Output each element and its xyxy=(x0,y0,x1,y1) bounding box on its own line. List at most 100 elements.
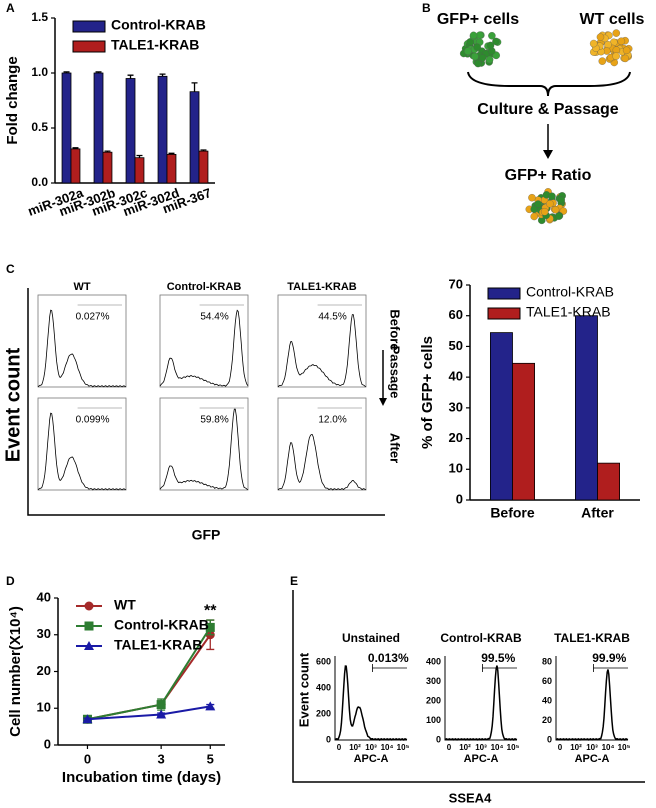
panel-label: C xyxy=(6,262,15,276)
point xyxy=(205,622,215,632)
legend-label: Control-KRAB xyxy=(111,17,206,33)
cell xyxy=(534,200,542,208)
side-label: Passage xyxy=(388,346,403,399)
x-tick-label: 10² xyxy=(349,743,361,752)
cell xyxy=(604,40,612,49)
cell xyxy=(540,208,549,216)
y-tick-label: 0.0 xyxy=(31,175,48,189)
gate-percent: 99.5% xyxy=(481,651,515,665)
legend-marker xyxy=(84,601,94,611)
cell xyxy=(478,54,487,62)
y-tick-label: 20 xyxy=(37,663,51,678)
legend-marker xyxy=(84,641,94,650)
gate xyxy=(482,664,517,672)
x-tick-label: 10³ xyxy=(586,743,598,752)
bar xyxy=(575,315,598,501)
legend-swatch xyxy=(72,40,106,53)
point xyxy=(82,714,93,724)
legend-label: Control-KRAB xyxy=(114,617,209,633)
flow-frame xyxy=(277,294,367,388)
y-tick-label: 80 xyxy=(542,656,552,666)
x-tick-label: 10³ xyxy=(365,743,377,752)
y-tick-label: 200 xyxy=(316,708,331,718)
axis-frame xyxy=(292,590,645,783)
diagram-label: Culture & Passage xyxy=(477,101,618,118)
cell xyxy=(488,32,496,40)
point xyxy=(156,709,167,719)
y-tick-label: 100 xyxy=(426,715,441,725)
flow-frame xyxy=(159,397,249,491)
flow-title: Control-KRAB xyxy=(167,281,242,293)
point xyxy=(156,700,166,710)
bar xyxy=(102,151,113,184)
flow-frame xyxy=(37,397,127,491)
y-tick-label: 0 xyxy=(456,491,463,506)
flow-x-label: APC-A xyxy=(354,753,389,765)
bar xyxy=(134,157,145,184)
y-tick-label: 0 xyxy=(436,734,441,744)
gate-percent: 0.027% xyxy=(76,312,110,323)
histogram-curve xyxy=(334,665,408,742)
error-bar xyxy=(191,82,198,92)
y-tick-label: 40 xyxy=(449,369,463,384)
flow-frame xyxy=(159,294,249,388)
cell xyxy=(612,52,620,60)
error-bar xyxy=(72,147,79,149)
cell xyxy=(596,33,605,41)
cell xyxy=(466,38,475,46)
histogram-curve xyxy=(277,433,367,491)
error-bar xyxy=(104,150,111,153)
histogram-curve xyxy=(37,412,127,491)
histogram-curve xyxy=(277,314,367,388)
cell xyxy=(473,43,481,51)
gate-percent: 0.099% xyxy=(76,415,110,426)
x-tick-label: 3 xyxy=(158,751,165,766)
flow-title: Unstained xyxy=(342,631,400,645)
cell xyxy=(474,59,482,68)
diagram-label: GFP+ cells xyxy=(437,11,519,28)
cell xyxy=(492,37,500,46)
y-tick-label: 1.5 xyxy=(31,10,48,24)
error-bar xyxy=(136,154,143,158)
histogram-curve xyxy=(159,408,249,490)
legend-label: Control-KRAB xyxy=(526,284,614,300)
cell xyxy=(551,206,560,214)
x-tick-label: 10⁵ xyxy=(618,743,631,752)
gate-percent: 44.5% xyxy=(318,312,346,323)
series-line xyxy=(87,705,211,721)
cell xyxy=(598,57,607,65)
cell-clusters xyxy=(459,29,633,225)
legend-label: WT xyxy=(114,597,136,613)
error-bar xyxy=(200,149,207,152)
x-tick-label: 10⁵ xyxy=(507,743,520,752)
cell xyxy=(548,192,556,201)
y-tick-label: 60 xyxy=(542,676,552,686)
side-label: Before xyxy=(388,309,403,350)
point xyxy=(205,701,216,711)
panel-label: A xyxy=(6,1,15,15)
flow-title: TALE1-KRAB xyxy=(554,631,630,645)
legend-swatch xyxy=(487,287,521,300)
flow-title: TALE1-KRAB xyxy=(287,281,357,293)
legend-swatch xyxy=(72,20,106,33)
y-tick-label: 40 xyxy=(37,589,51,604)
x-tick-label: 0 xyxy=(84,751,91,766)
gate-percent: 59.8% xyxy=(200,415,228,426)
brace xyxy=(467,71,631,97)
bar xyxy=(166,153,177,184)
cell xyxy=(622,46,631,55)
y-axis-label: Cell number(X10⁴) xyxy=(7,606,24,737)
x-tick-label: 0 xyxy=(447,743,452,752)
y-tick-label: 400 xyxy=(316,682,331,692)
gate-percent: 0.013% xyxy=(368,651,409,665)
legend-label: TALE1-KRAB xyxy=(111,37,199,53)
error-bar xyxy=(159,73,166,77)
cell xyxy=(471,52,479,61)
x-tick-label: 0 xyxy=(337,743,342,752)
cell xyxy=(528,193,536,202)
y-tick-label: 0 xyxy=(326,734,331,744)
panel-label: E xyxy=(290,574,298,588)
y-tick-label: 10 xyxy=(449,461,463,476)
flow-frame xyxy=(277,397,367,491)
arrow-head xyxy=(379,398,387,406)
